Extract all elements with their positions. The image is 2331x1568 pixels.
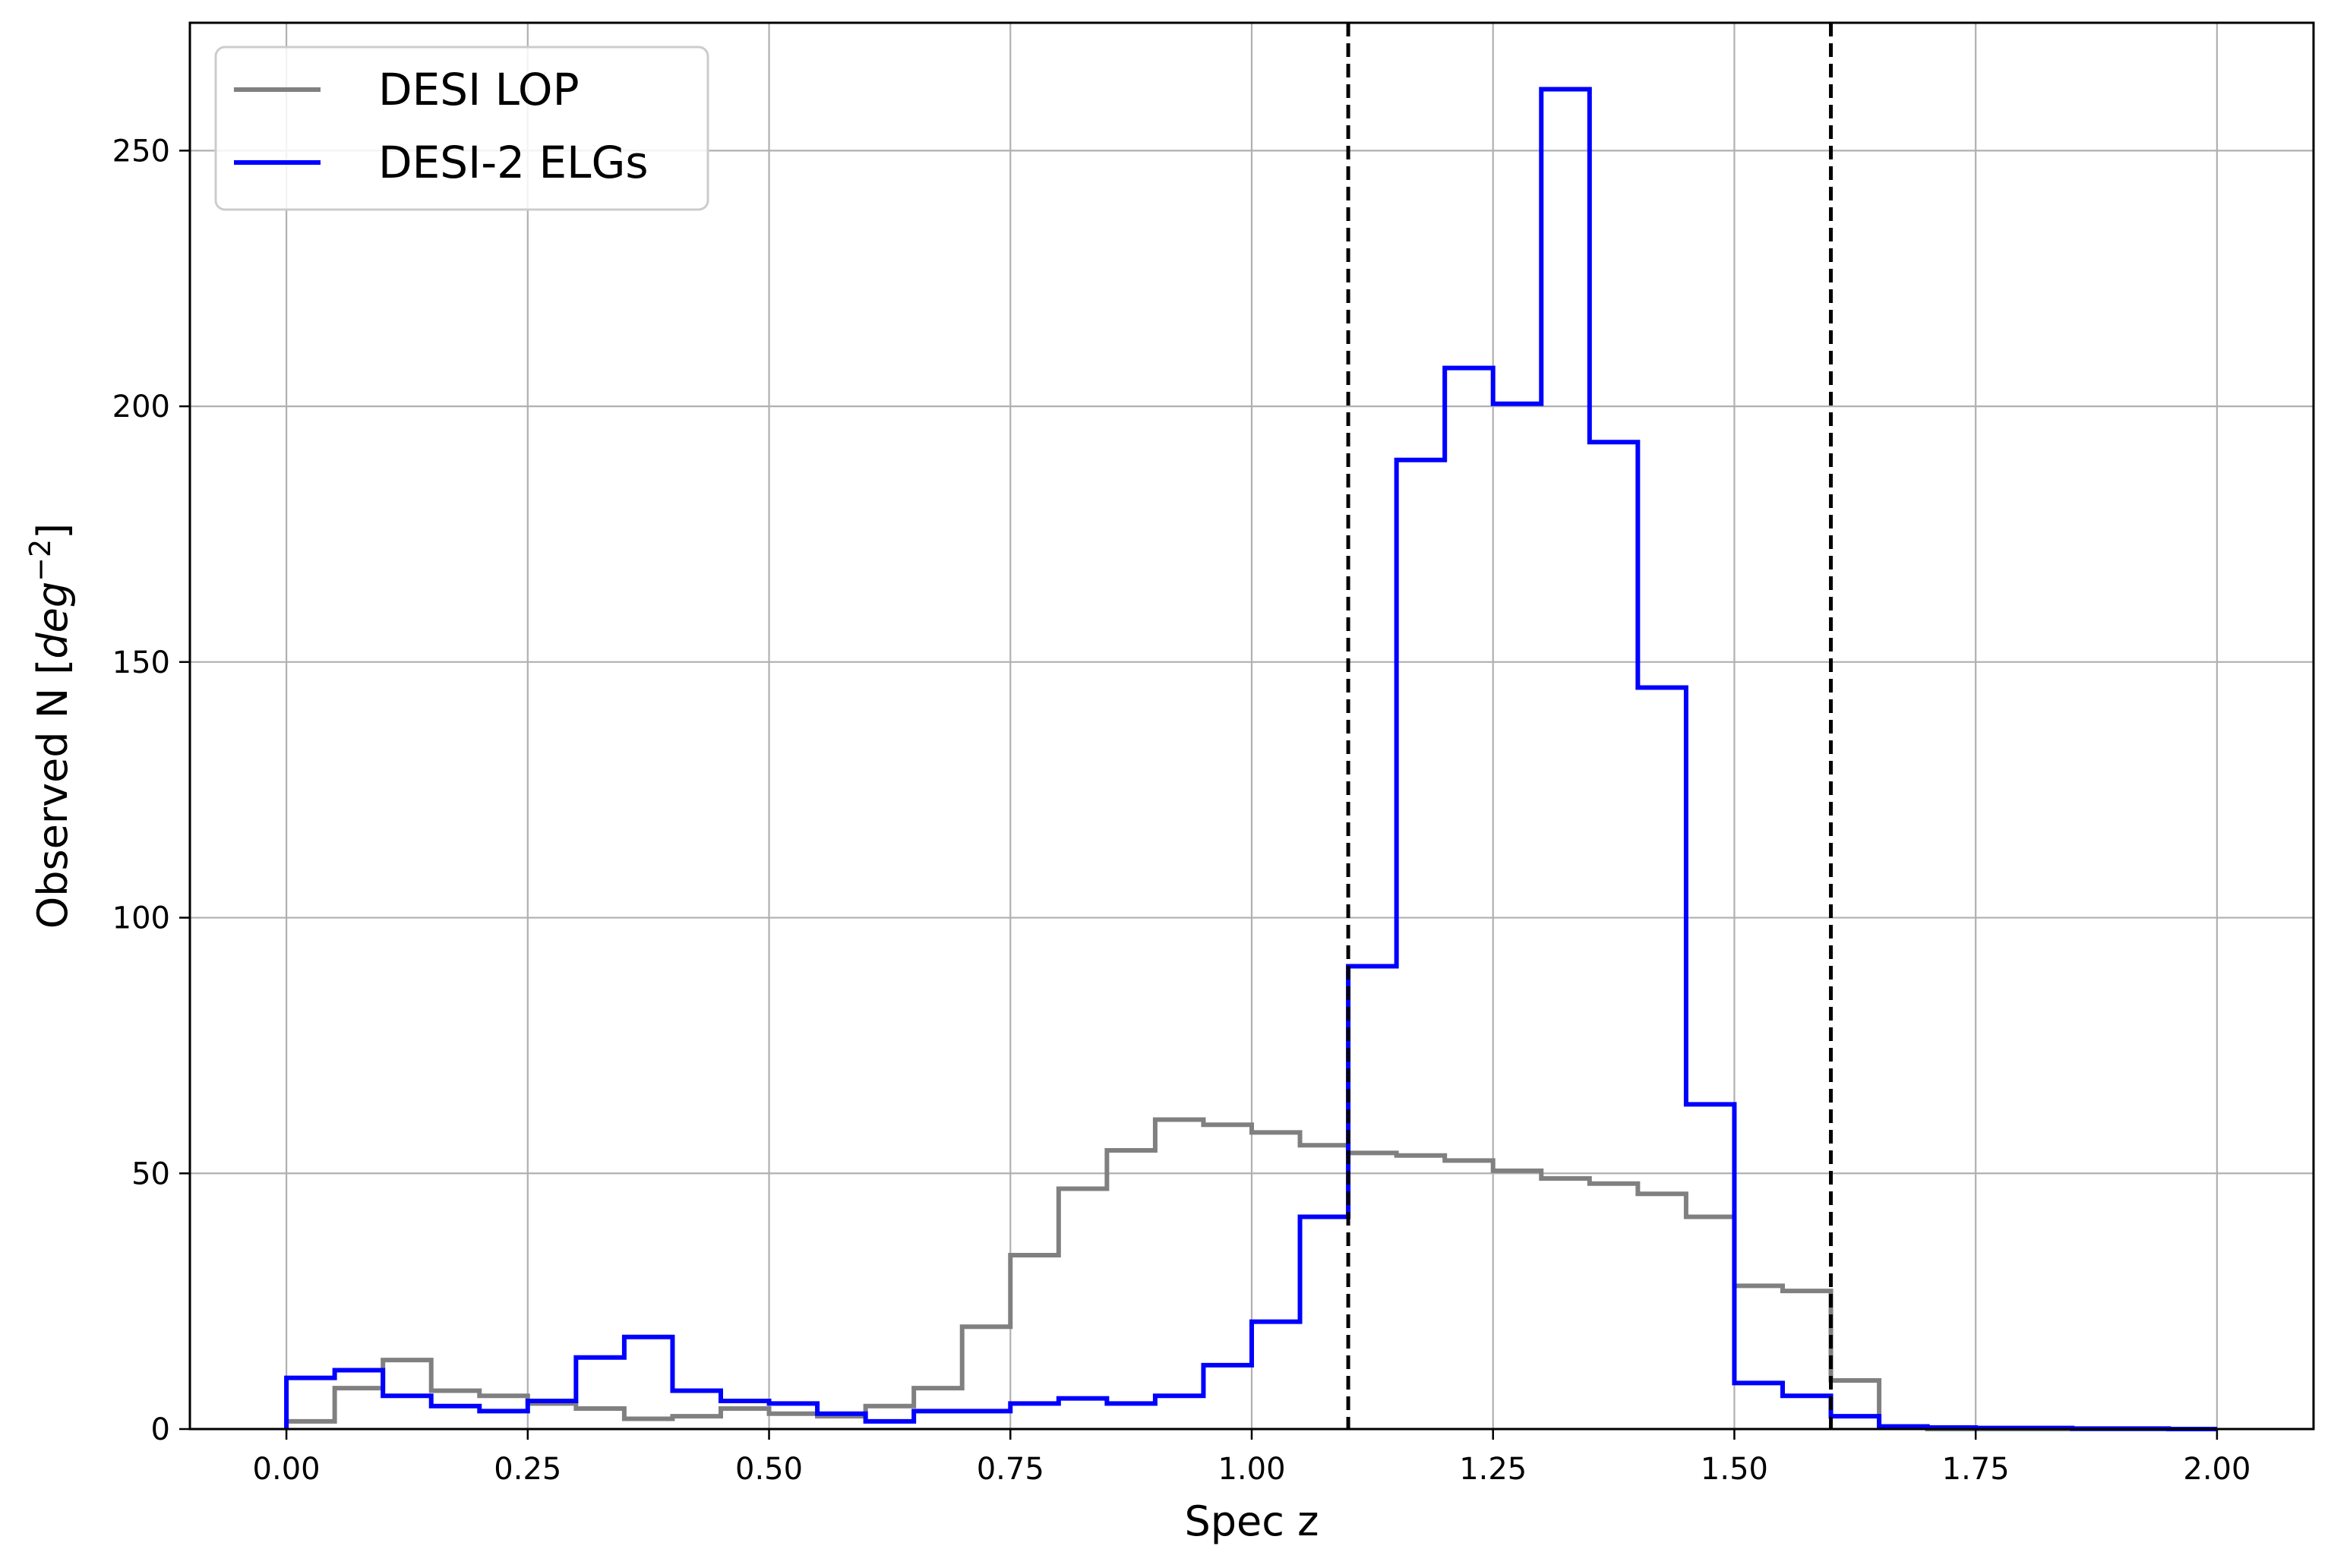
x-axis-ticks: 0.00 0.25 0.50 0.75 1.00 1.25 1.50 1.75 2.00 <box>253 1429 2250 1487</box>
x-axis-label: Spec z <box>1185 1497 1319 1545</box>
y-axis-label-unit: deg <box>29 582 77 659</box>
legend-label-desi2-elgs: DESI-2 ELGs <box>378 137 649 188</box>
series-line-1 <box>284 87 2217 1431</box>
y-tick-label: 50 <box>131 1156 170 1191</box>
x-tick-label: 0.00 <box>253 1452 321 1487</box>
y-tick-label: 100 <box>112 901 170 936</box>
y-axis-label: Observed N [deg−2] <box>24 523 77 929</box>
y-tick-label: 250 <box>112 134 170 169</box>
reference-lines <box>1346 23 1834 1429</box>
x-tick-label: 1.25 <box>1459 1452 1527 1487</box>
x-tick-label: 0.25 <box>494 1452 561 1487</box>
y-axis-label-prefix: Observed N [ <box>29 659 77 929</box>
legend-label-desi-lop: DESI LOP <box>378 64 580 115</box>
x-tick-label: 2.00 <box>2183 1452 2250 1487</box>
y-axis-label-exponent: −2 <box>24 539 57 582</box>
x-tick-label: 1.75 <box>1942 1452 2010 1487</box>
legend: DESI LOP DESI-2 ELGs <box>214 46 709 211</box>
x-tick-label: 0.50 <box>735 1452 803 1487</box>
y-tick-label: 0 <box>151 1412 170 1447</box>
y-axis-ticks: 0 50 100 150 200 250 <box>112 134 190 1447</box>
x-tick-label: 0.75 <box>977 1452 1044 1487</box>
legend-box <box>214 46 709 211</box>
y-tick-label: 200 <box>112 390 170 424</box>
y-tick-label: 150 <box>112 645 170 680</box>
x-tick-label: 1.00 <box>1218 1452 1285 1487</box>
series-line-0 <box>284 1117 2217 1431</box>
y-axis-label-suffix: ] <box>29 523 77 539</box>
x-tick-label: 1.50 <box>1701 1452 1768 1487</box>
series-layer <box>284 87 2217 1431</box>
